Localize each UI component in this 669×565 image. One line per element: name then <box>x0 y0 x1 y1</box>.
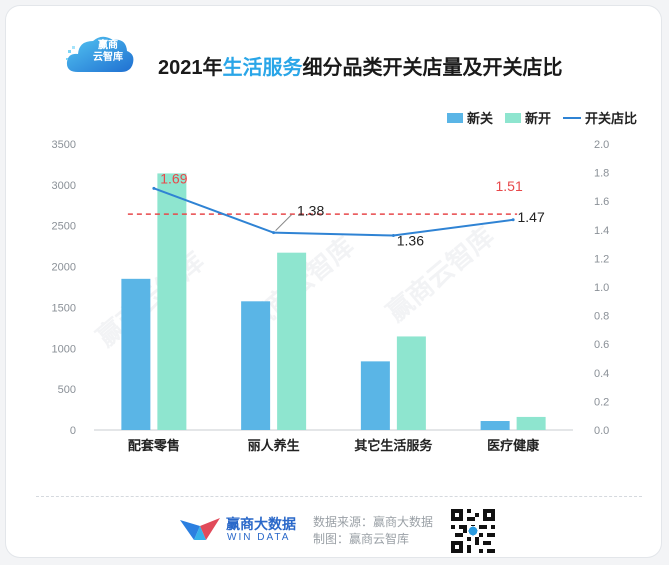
y-right-tick-label: 0.8 <box>594 311 609 323</box>
y-left-tick-label: 3000 <box>52 180 76 192</box>
y-left-tick-label: 1000 <box>52 343 76 355</box>
legend-swatch-ratio <box>562 116 581 119</box>
y-left-tick-label: 2500 <box>52 221 76 233</box>
footer-source: 数据来源：赢商大数据 制图：赢商云智库 <box>313 514 433 548</box>
bar-close <box>241 301 271 430</box>
y-right-tick-label: 1.8 <box>594 168 609 180</box>
legend-swatch-close <box>446 112 463 123</box>
ratio-line <box>153 187 514 237</box>
logo-text: 赢商 云智库 <box>93 40 123 63</box>
qr-code-icon <box>451 509 495 553</box>
chart-card: 赢商 云智库 2021年生活服务细分品类开关店量及开关店比 新关 新开 开关店比… <box>6 6 661 557</box>
combo-chart: 赢商云智库赢商云智库赢商云智库0500100015002000250030003… <box>52 139 610 453</box>
win-data-name: 赢商大数据 <box>226 516 296 532</box>
y-left-tick-label: 2000 <box>52 262 76 274</box>
legend-item-ratio: 开关店比 <box>562 108 637 127</box>
ratio-label: 1.47 <box>518 209 545 225</box>
x-tick-label: 丽人养生 <box>248 438 300 453</box>
cloud-logo-icon <box>66 36 134 72</box>
bar-close <box>480 421 510 430</box>
chart-title: 2021年生活服务细分品类开关店量及开关店比 <box>158 51 563 80</box>
ratio-point <box>511 218 515 222</box>
legend-label-close: 新关 <box>466 111 493 126</box>
bar-close <box>121 278 151 430</box>
y-right-tick-label: 0.2 <box>594 396 609 408</box>
y-right-tick-label: 0.6 <box>594 339 609 351</box>
win-data-subtitle: WIN DATA <box>227 532 291 543</box>
footer-divider <box>36 496 642 497</box>
y-left-tick-label: 0 <box>70 425 76 437</box>
x-tick-label: 其它生活服务 <box>354 438 433 453</box>
y-right-tick-label: 0.4 <box>594 368 609 380</box>
legend-item-close: 新关 <box>446 108 493 127</box>
bar-open <box>396 336 426 430</box>
ratio-label: 1.36 <box>397 233 424 249</box>
y-right-tick-label: 2.0 <box>594 139 609 151</box>
win-data-logo-icon <box>180 518 220 540</box>
title-year: 2021年 <box>158 57 223 79</box>
legend-swatch-open <box>504 112 521 123</box>
legend: 新关 新开 开关店比 <box>435 108 637 127</box>
legend-item-open: 新开 <box>504 108 551 127</box>
title-rest: 细分品类开关店量及开关店比 <box>302 57 563 79</box>
y-right-tick-label: 1.2 <box>594 253 609 265</box>
bar-open <box>277 252 307 430</box>
ratio-point <box>272 231 276 235</box>
x-tick-label: 医疗健康 <box>487 438 540 453</box>
reference-label: 1.51 <box>496 178 523 194</box>
y-right-tick-label: 0.0 <box>594 425 609 437</box>
ratio-label-leader <box>275 214 292 232</box>
ratio-point <box>391 234 395 238</box>
y-left-tick-label: 3500 <box>52 139 76 151</box>
ratio-label: 1.38 <box>297 203 324 219</box>
legend-label-ratio: 开关店比 <box>584 111 637 126</box>
y-right-tick-label: 1.6 <box>594 196 609 208</box>
x-tick-label: 配套零售 <box>128 438 180 453</box>
ratio-point <box>152 186 156 190</box>
bar-close <box>360 361 390 430</box>
bar-open <box>157 173 187 430</box>
y-right-tick-label: 1.0 <box>594 282 609 294</box>
y-right-tick-label: 1.4 <box>594 225 609 237</box>
title-highlight: 生活服务 <box>222 57 303 79</box>
maker-text: 制图：赢商云智库 <box>313 532 410 546</box>
y-left-tick-label: 500 <box>58 384 76 396</box>
source-text: 数据来源：赢商大数据 <box>313 515 434 529</box>
bar-open <box>516 416 546 430</box>
ratio-label: 1.69 <box>160 170 187 186</box>
y-left-tick-label: 1500 <box>52 302 76 314</box>
legend-label-open: 新开 <box>524 111 551 126</box>
